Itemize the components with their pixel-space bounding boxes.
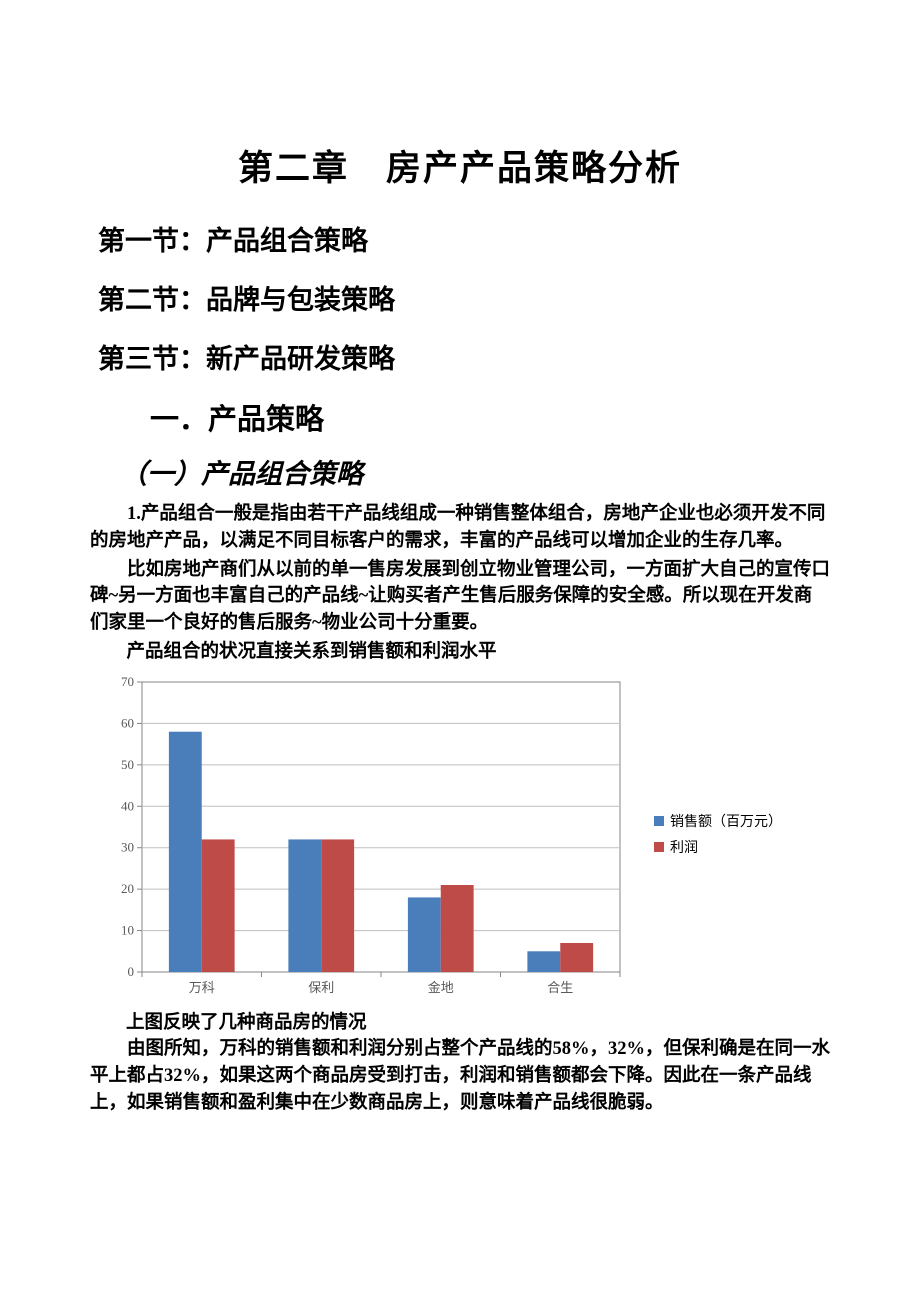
paragraph-3: 产品组合的状况直接关系到销售额和利润水平	[108, 639, 830, 666]
paragraph-1: 1.产品组合一般是指由若干产品线组成一种销售整体组合，房地产企业也必须开发不同的…	[90, 501, 830, 555]
svg-text:金地: 金地	[428, 980, 454, 995]
legend-label: 利润	[670, 837, 698, 857]
section-3: 第三节：新产品研发策略	[98, 337, 830, 376]
roman-heading: 一．产品策略	[150, 396, 830, 438]
legend-swatch	[654, 816, 664, 826]
analysis-paragraph: 由图所知，万科的销售额和利润分别占整个产品线的58%，32%，但保利确是在同一水…	[90, 1036, 830, 1116]
legend-label: 销售额（百万元）	[670, 811, 782, 831]
svg-text:50: 50	[121, 757, 134, 772]
svg-text:0: 0	[128, 964, 135, 979]
paragraph-2: 比如房地产商们从以前的单一售房发展到创立物业管理公司，一方面扩大自己的宣传口碑~…	[90, 557, 830, 637]
chart-container: 0 10 20 30 40 50 60 70 万科 保利 金地 合生 销售额（百万元） 利润	[100, 672, 830, 1002]
section-1: 第一节：产品组合策略	[98, 219, 830, 258]
legend-item: 利润	[654, 837, 782, 857]
svg-text:40: 40	[121, 798, 134, 813]
chapter-title: 第二章 房产产品策略分析	[90, 140, 830, 191]
chart-caption: 上图反映了几种商品房的情况	[126, 1008, 830, 1034]
svg-text:70: 70	[121, 674, 134, 689]
analysis-block: 由图所知，万科的销售额和利润分别占整个产品线的58%，32%，但保利确是在同一水…	[90, 1036, 830, 1116]
svg-text:10: 10	[121, 922, 134, 937]
svg-text:20: 20	[121, 881, 134, 896]
svg-text:合生: 合生	[547, 980, 573, 995]
chart-legend: 销售额（百万元） 利润	[654, 811, 782, 863]
bar-chart: 0 10 20 30 40 50 60 70 万科 保利 金地 合生	[100, 672, 630, 1002]
legend-swatch	[654, 842, 664, 852]
section-2: 第二节：品牌与包装策略	[98, 278, 830, 317]
sub-heading: （一）产品组合策略	[120, 452, 830, 491]
legend-item: 销售额（百万元）	[654, 811, 782, 831]
svg-text:30: 30	[121, 840, 134, 855]
svg-text:保利: 保利	[308, 980, 334, 995]
svg-text:万科: 万科	[189, 980, 215, 995]
svg-text:60: 60	[121, 715, 134, 730]
